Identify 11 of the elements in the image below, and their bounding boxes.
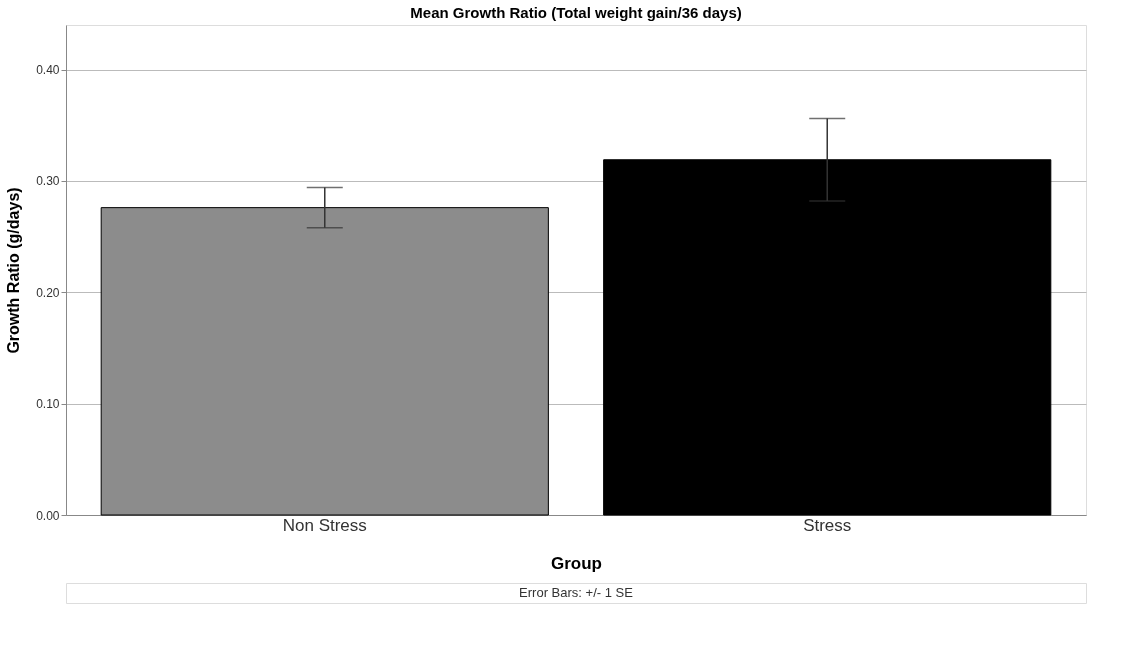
x-tick-label: Stress <box>803 515 852 535</box>
y-tick-label: 0.20 <box>36 285 60 300</box>
y-axis-title: Growth Ratio (g/days) <box>5 187 23 354</box>
x-tick-label: Non Stress <box>282 515 367 535</box>
y-tick-label: 0.30 <box>36 174 60 189</box>
chart-title: Mean Growth Ratio (Total weight gain/36 days) <box>410 4 742 21</box>
y-tick-label: 0.00 <box>36 508 60 523</box>
text: Error Bars: +/- 1 SE <box>519 585 634 600</box>
y-tick-label: 0.40 <box>36 63 60 78</box>
y-tick-label: 0.10 <box>36 397 60 412</box>
x-axis-title: Group <box>551 553 602 573</box>
